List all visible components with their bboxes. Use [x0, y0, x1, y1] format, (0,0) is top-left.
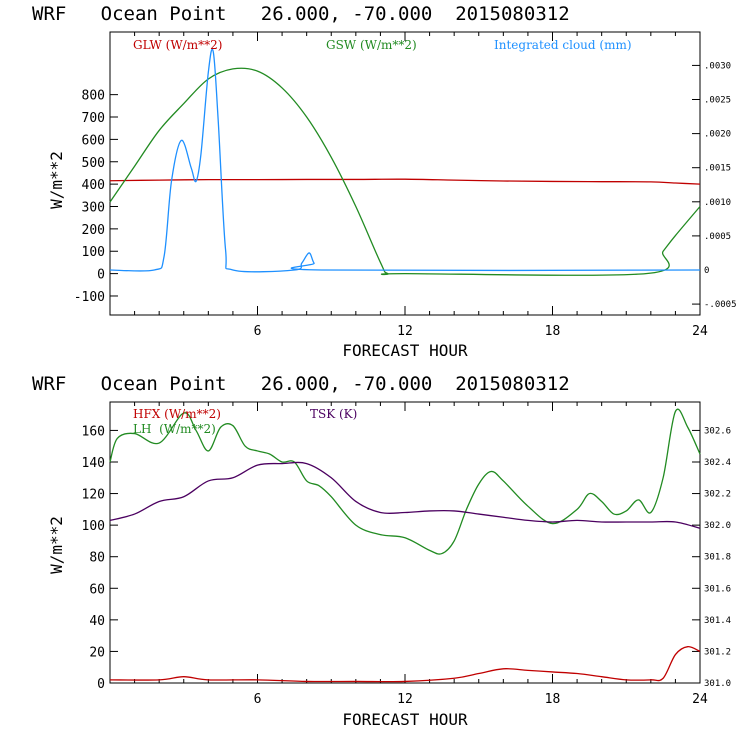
y2-tick-label: 301.8: [704, 553, 731, 563]
legend-glw: GLW (W/m**2): [133, 38, 222, 52]
legend-gsw: GSW (W/m**2): [326, 38, 417, 52]
legend-lh: LH (W/m**2): [133, 422, 216, 436]
legend-tsk: TSK (K): [310, 407, 357, 421]
series-line-integrated: [109, 48, 701, 273]
y2-tick-label: 302.0: [704, 521, 731, 531]
x-tick-label: 12: [397, 324, 413, 339]
y2-tick-label: 302.2: [704, 490, 731, 500]
x-tick-label: 18: [545, 324, 561, 339]
chart-2-series: [109, 408, 701, 683]
y2-tick-label: -.0005: [704, 300, 737, 310]
y-tick-label: -100: [74, 290, 105, 305]
chart-1-series: [109, 48, 701, 276]
x-tick-label: 12: [397, 692, 413, 707]
y-tick-label: 20: [89, 645, 105, 660]
y-tick-label: 120: [82, 488, 105, 503]
x-tick-label: 24: [692, 324, 708, 339]
y2-tick-label: 302.6: [704, 426, 731, 436]
legend-hfx: HFX (W/m**2): [133, 407, 221, 421]
y2-tick-label: 302.4: [704, 458, 731, 468]
y2-tick-label: .0015: [704, 164, 731, 174]
y-tick-label: 40: [89, 614, 105, 629]
x-tick-label: 6: [254, 324, 262, 339]
y2-tick-label: 0: [704, 266, 709, 276]
chart-2-xlabel: FORECAST HOUR: [342, 710, 468, 729]
chart-1-xlabel: FORECAST HOUR: [342, 341, 468, 360]
chart-2-title: WRF Ocean Point 26.000, -70.000 20150803…: [32, 373, 570, 395]
chart-1-ylabel: W/m**2: [47, 151, 66, 209]
y-tick-label: 100: [82, 245, 105, 260]
y-tick-label: 200: [82, 223, 105, 238]
y-tick-label: 300: [82, 200, 105, 215]
y2-tick-label: .0025: [704, 96, 731, 106]
y-tick-label: 80: [89, 551, 105, 566]
y-tick-label: 800: [82, 89, 105, 104]
series-line-tsk: [109, 461, 701, 529]
series-line-hfx: [109, 646, 701, 683]
chart-2-ticks: 6 12 18 24 0 20 40 60 80 100 120 140 160 301.0 301.2 30…: [82, 402, 731, 707]
legend-integrated-cloud: Integrated cloud (mm): [494, 38, 632, 52]
x-tick-label: 6: [254, 692, 262, 707]
y-tick-label: 140: [82, 456, 105, 471]
series-line-gsw: [109, 67, 701, 276]
y-tick-label: 100: [82, 519, 105, 534]
y-tick-label: 400: [82, 178, 105, 193]
y-tick-label: 600: [82, 133, 105, 148]
y-tick-label: 0: [97, 268, 105, 283]
y-tick-label: 60: [89, 582, 105, 597]
x-tick-label: 24: [692, 692, 708, 707]
y2-tick-label: .0020: [704, 130, 731, 140]
chart-1-ticks: 6 12 18 24 -100 0 100 200 300 400 500 600 700 800 -.00…: [74, 32, 737, 339]
x-tick-label: 18: [545, 692, 561, 707]
y2-tick-label: 301.4: [704, 616, 731, 626]
y-tick-label: 0: [97, 677, 105, 692]
chart-2-plot-frame: [109, 401, 701, 684]
y-tick-label: 160: [82, 424, 105, 439]
y2-tick-label: 301.0: [704, 679, 731, 689]
y2-tick-label: 301.2: [704, 647, 731, 657]
series-line-lh: [109, 408, 701, 555]
chart-1: WRF Ocean Point 26.000, -70.000 20150803…: [32, 3, 737, 360]
chart-2: WRF Ocean Point 26.000, -70.000 20150803…: [32, 373, 731, 729]
y-tick-label: 700: [82, 111, 105, 126]
y2-tick-label: .0010: [704, 198, 731, 208]
y2-tick-label: .0005: [704, 232, 731, 242]
y2-tick-label: .0030: [704, 61, 731, 71]
chart-1-title: WRF Ocean Point 26.000, -70.000 20150803…: [32, 3, 570, 25]
y-tick-label: 500: [82, 156, 105, 171]
y2-tick-label: 301.6: [704, 584, 731, 594]
series-line-glw: [109, 178, 701, 185]
chart-2-ylabel: W/m**2: [47, 516, 66, 574]
